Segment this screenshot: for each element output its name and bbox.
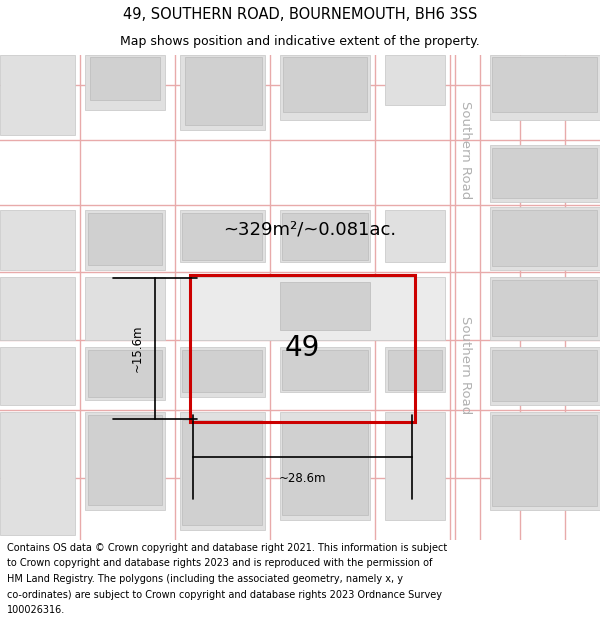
Bar <box>180 412 265 530</box>
Bar <box>492 210 597 266</box>
Bar <box>182 213 262 260</box>
Bar <box>490 145 600 202</box>
Bar <box>385 347 445 392</box>
Bar <box>182 420 262 525</box>
Text: Contains OS data © Crown copyright and database right 2021. This information is : Contains OS data © Crown copyright and d… <box>7 542 448 552</box>
Bar <box>492 350 597 401</box>
Bar <box>90 57 160 100</box>
Bar <box>490 412 600 510</box>
Bar <box>85 412 165 510</box>
Bar <box>282 350 368 390</box>
Bar <box>85 347 165 400</box>
Bar <box>280 412 370 520</box>
Bar <box>0 210 75 270</box>
Text: to Crown copyright and database rights 2023 and is reproduced with the permissio: to Crown copyright and database rights 2… <box>7 558 433 568</box>
Bar <box>492 280 597 336</box>
Bar <box>180 277 445 340</box>
Bar <box>180 55 265 130</box>
Bar <box>0 55 75 135</box>
Bar <box>282 213 368 260</box>
Text: HM Land Registry. The polygons (including the associated geometry, namely x, y: HM Land Registry. The polygons (includin… <box>7 574 403 584</box>
Text: Southern Road: Southern Road <box>460 316 473 414</box>
Text: ~329m²/~0.081ac.: ~329m²/~0.081ac. <box>223 221 397 239</box>
Bar <box>88 213 162 265</box>
Bar <box>185 57 262 125</box>
Bar <box>280 210 370 262</box>
Bar <box>190 275 415 422</box>
Bar <box>0 277 75 340</box>
Bar <box>180 347 265 397</box>
Bar <box>490 347 600 405</box>
Bar <box>182 350 262 392</box>
Bar <box>490 55 600 120</box>
Bar <box>492 57 597 112</box>
Bar <box>385 210 445 262</box>
Bar <box>385 55 445 105</box>
Bar <box>0 412 75 535</box>
Bar <box>282 422 368 515</box>
Text: ~15.6m: ~15.6m <box>131 325 143 372</box>
Bar <box>492 148 597 198</box>
Bar <box>180 210 265 262</box>
Text: 49: 49 <box>285 334 320 362</box>
Bar <box>490 207 600 270</box>
Text: Southern Road: Southern Road <box>460 101 473 199</box>
Bar <box>388 350 442 390</box>
Bar <box>280 55 370 120</box>
Text: co-ordinates) are subject to Crown copyright and database rights 2023 Ordnance S: co-ordinates) are subject to Crown copyr… <box>7 590 442 600</box>
Bar <box>385 412 445 520</box>
Text: 100026316.: 100026316. <box>7 606 65 616</box>
Bar <box>85 277 165 340</box>
Bar <box>0 347 75 405</box>
Bar <box>283 57 367 112</box>
Text: ~28.6m: ~28.6m <box>279 472 326 486</box>
Bar <box>280 347 370 392</box>
Text: 49, SOUTHERN ROAD, BOURNEMOUTH, BH6 3SS: 49, SOUTHERN ROAD, BOURNEMOUTH, BH6 3SS <box>123 8 477 22</box>
Bar <box>280 282 370 330</box>
Bar <box>88 350 162 397</box>
Bar <box>490 277 600 340</box>
Bar <box>85 210 165 270</box>
Bar <box>492 415 597 506</box>
Bar <box>88 415 162 505</box>
Text: Map shows position and indicative extent of the property.: Map shows position and indicative extent… <box>120 35 480 48</box>
Bar <box>85 55 165 110</box>
